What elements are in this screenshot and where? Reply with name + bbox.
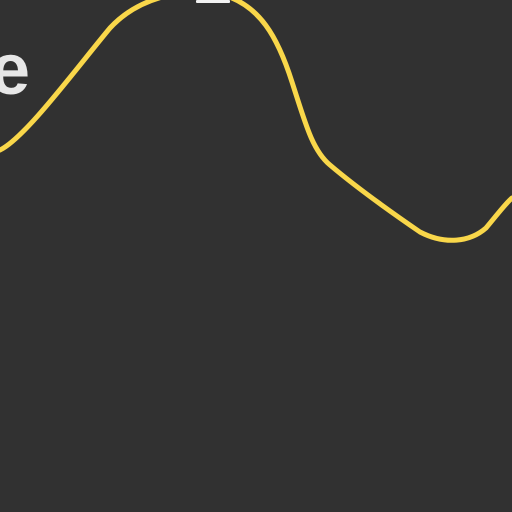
top-marker — [196, 0, 230, 3]
title-fragment: e — [0, 30, 30, 110]
yellow-wave-path — [0, 0, 512, 243]
